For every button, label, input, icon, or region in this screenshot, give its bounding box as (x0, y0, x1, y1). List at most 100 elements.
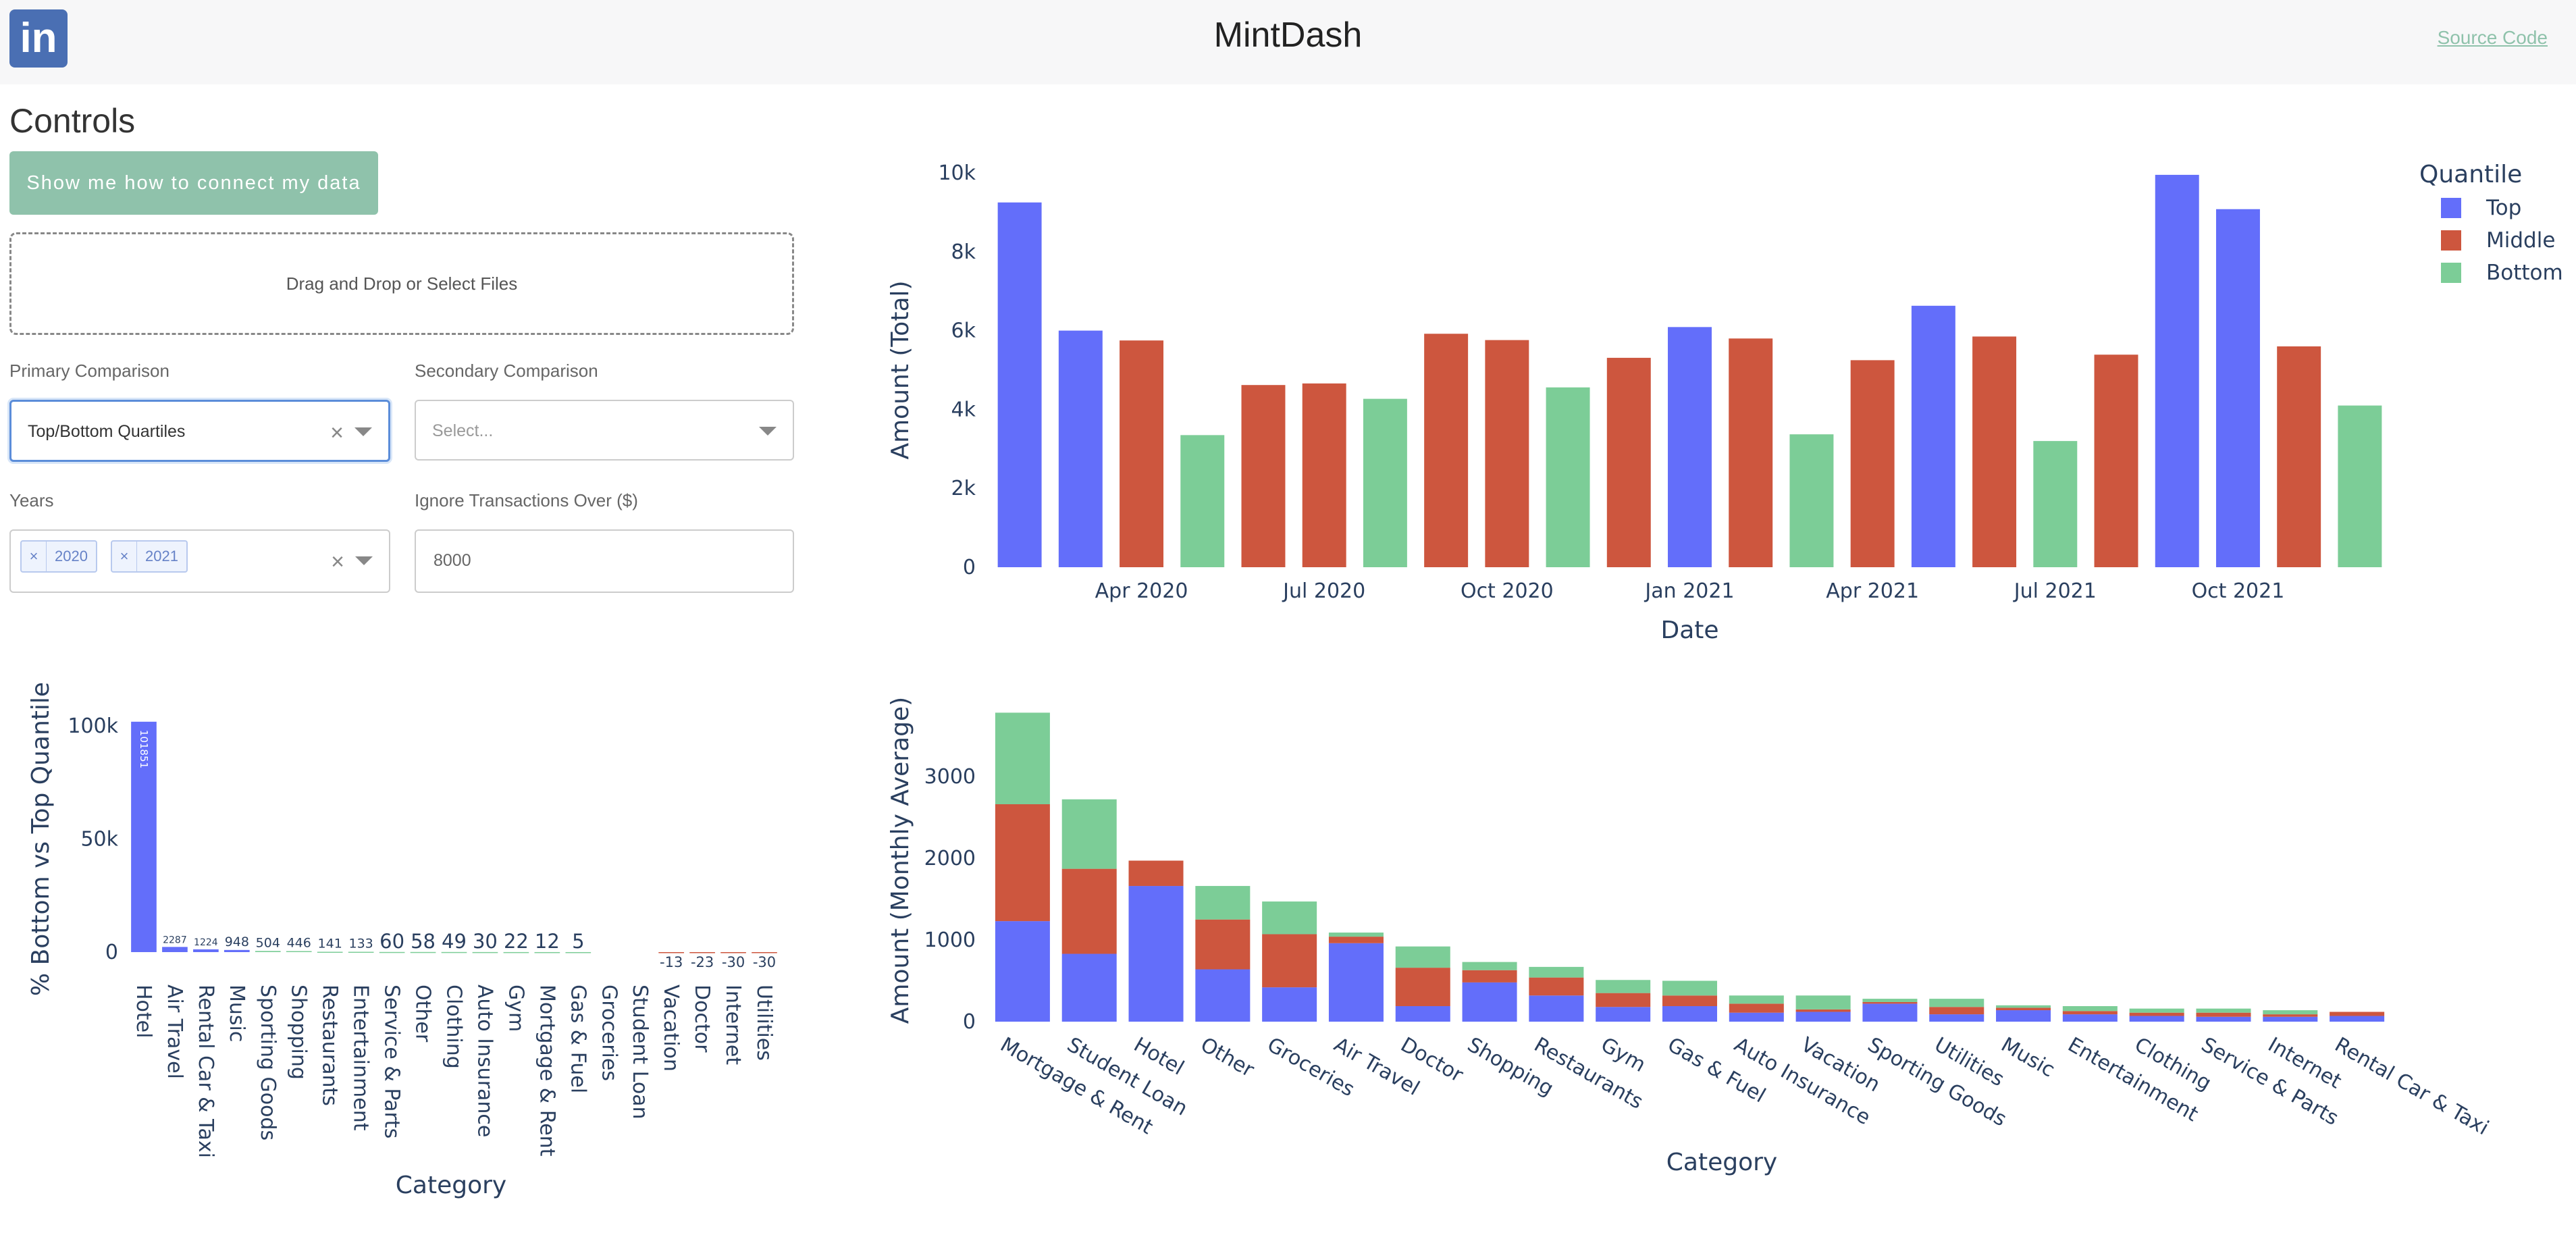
stacked-bar-segment[interactable] (995, 921, 1050, 1022)
file-dropzone[interactable]: Drag and Drop or Select Files (9, 232, 794, 335)
legend-label[interactable]: Bottom (2486, 261, 2563, 285)
stacked-bar-segment[interactable] (1662, 995, 1718, 1006)
stacked-bar-segment[interactable] (1529, 995, 1584, 1022)
stacked-bar-segment[interactable] (1929, 1007, 1984, 1015)
legend-label[interactable]: Middle (2486, 228, 2555, 253)
stacked-bar-segment[interactable] (1929, 999, 1984, 1007)
years-select[interactable]: × 2020 × 2021 × (9, 529, 390, 593)
bar[interactable] (1485, 340, 1529, 567)
bar[interactable] (1606, 357, 1651, 567)
stacked-bar-segment[interactable] (2330, 1016, 2385, 1022)
bar[interactable] (2338, 405, 2382, 567)
connect-data-button[interactable]: Show me how to connect my data (9, 151, 378, 215)
bar[interactable] (534, 951, 560, 953)
bar[interactable] (997, 202, 1042, 567)
stacked-bar-segment[interactable] (1662, 1006, 1718, 1022)
stacked-bar-segment[interactable] (1328, 943, 1384, 1022)
bar[interactable] (1302, 383, 1346, 567)
bar[interactable] (1850, 360, 1895, 567)
stacked-bar-segment[interactable] (1195, 886, 1251, 920)
stacked-bar-segment[interactable] (2263, 1014, 2318, 1017)
stacked-bar-segment[interactable] (2196, 1016, 2251, 1022)
stacked-bar-segment[interactable] (1061, 953, 1117, 1022)
remove-tag-icon[interactable]: × (112, 542, 137, 571)
stacked-bar-segment[interactable] (2129, 1012, 2184, 1016)
stacked-bar-segment[interactable] (1795, 1009, 1851, 1012)
bar[interactable] (348, 951, 374, 953)
stacked-bar-segment[interactable] (1128, 886, 1184, 1022)
secondary-comparison-select[interactable]: Select... (415, 400, 794, 461)
bar[interactable] (224, 949, 250, 952)
stacked-bar-segment[interactable] (1996, 1005, 2051, 1008)
bar[interactable] (2033, 441, 2078, 567)
stacked-bar-segment[interactable] (1862, 1001, 1918, 1004)
legend-label[interactable]: Top (2486, 196, 2521, 220)
bar[interactable] (1546, 387, 1590, 567)
stacked-bar-segment[interactable] (1929, 1014, 1984, 1022)
bar[interactable] (1424, 334, 1469, 567)
bar[interactable] (255, 951, 281, 952)
bar[interactable] (1058, 330, 1103, 567)
stacked-bar-segment[interactable] (2129, 1016, 2184, 1022)
stacked-bar-segment[interactable] (1596, 1007, 1651, 1022)
bar[interactable] (1972, 336, 2017, 567)
stacked-bar-segment[interactable] (2129, 1008, 2184, 1013)
bar[interactable] (379, 951, 405, 953)
stacked-bar-segment[interactable] (1395, 968, 1450, 1006)
year-tag[interactable]: × 2020 (20, 540, 97, 573)
clear-icon[interactable]: × (331, 549, 344, 575)
bar[interactable] (1789, 434, 1834, 567)
bar[interactable] (2215, 209, 2260, 567)
legend-swatch[interactable] (2441, 230, 2461, 251)
bar[interactable] (131, 721, 157, 952)
stacked-bar-segment[interactable] (1729, 1003, 1784, 1013)
stacked-bar-segment[interactable] (2263, 1010, 2318, 1015)
stacked-bar-segment[interactable] (2196, 1008, 2251, 1013)
stacked-bar-segment[interactable] (1996, 1007, 2051, 1011)
stacked-bar-segment[interactable] (1462, 970, 1517, 982)
bar[interactable] (286, 951, 312, 953)
stacked-bar-segment[interactable] (2062, 1006, 2118, 1012)
bar[interactable] (1363, 398, 1407, 567)
bar[interactable] (752, 952, 777, 953)
source-code-link[interactable]: Source Code (2437, 27, 2548, 48)
stacked-bar-segment[interactable] (1195, 919, 1251, 970)
stacked-bar-segment[interactable] (1862, 1003, 1918, 1022)
stacked-bar-segment[interactable] (1662, 980, 1718, 996)
year-tag[interactable]: × 2021 (111, 540, 188, 573)
bar[interactable] (410, 951, 436, 953)
stacked-bar-segment[interactable] (1462, 982, 1517, 1022)
stacked-bar-segment[interactable] (2062, 1014, 2118, 1022)
bar[interactable] (162, 947, 188, 952)
stacked-bar-segment[interactable] (2196, 1012, 2251, 1017)
stacked-bar-segment[interactable] (1596, 980, 1651, 993)
bar[interactable] (1911, 305, 1955, 567)
bar[interactable] (565, 951, 592, 953)
stacked-bar-segment[interactable] (2263, 1016, 2318, 1022)
chevron-down-icon[interactable] (354, 427, 372, 436)
chevron-down-icon[interactable] (355, 556, 373, 565)
stacked-bar-segment[interactable] (1195, 969, 1251, 1022)
stacked-bar-segment[interactable] (995, 712, 1050, 804)
stacked-bar-segment[interactable] (2330, 1012, 2385, 1016)
bar[interactable] (441, 951, 467, 953)
bar[interactable] (503, 951, 529, 953)
bar[interactable] (2094, 355, 2138, 567)
linkedin-icon[interactable]: in (9, 9, 68, 68)
stacked-bar-segment[interactable] (1328, 937, 1384, 943)
bar[interactable] (317, 951, 343, 953)
chevron-down-icon[interactable] (759, 427, 777, 436)
stacked-bar-segment[interactable] (1795, 1012, 1851, 1022)
bar[interactable] (1120, 340, 1164, 567)
bar[interactable] (472, 951, 498, 953)
stacked-bar-segment[interactable] (1262, 987, 1317, 1022)
bar[interactable] (720, 952, 746, 953)
stacked-bar-segment[interactable] (1328, 933, 1384, 937)
stacked-bar-segment[interactable] (1395, 1006, 1450, 1022)
stacked-bar-segment[interactable] (2062, 1011, 2118, 1015)
stacked-bar-segment[interactable] (1395, 946, 1450, 968)
stacked-bar-segment[interactable] (1262, 934, 1317, 988)
stacked-bar-segment[interactable] (1729, 995, 1784, 1004)
stacked-bar-segment[interactable] (1061, 868, 1117, 954)
bar[interactable] (2277, 346, 2321, 567)
